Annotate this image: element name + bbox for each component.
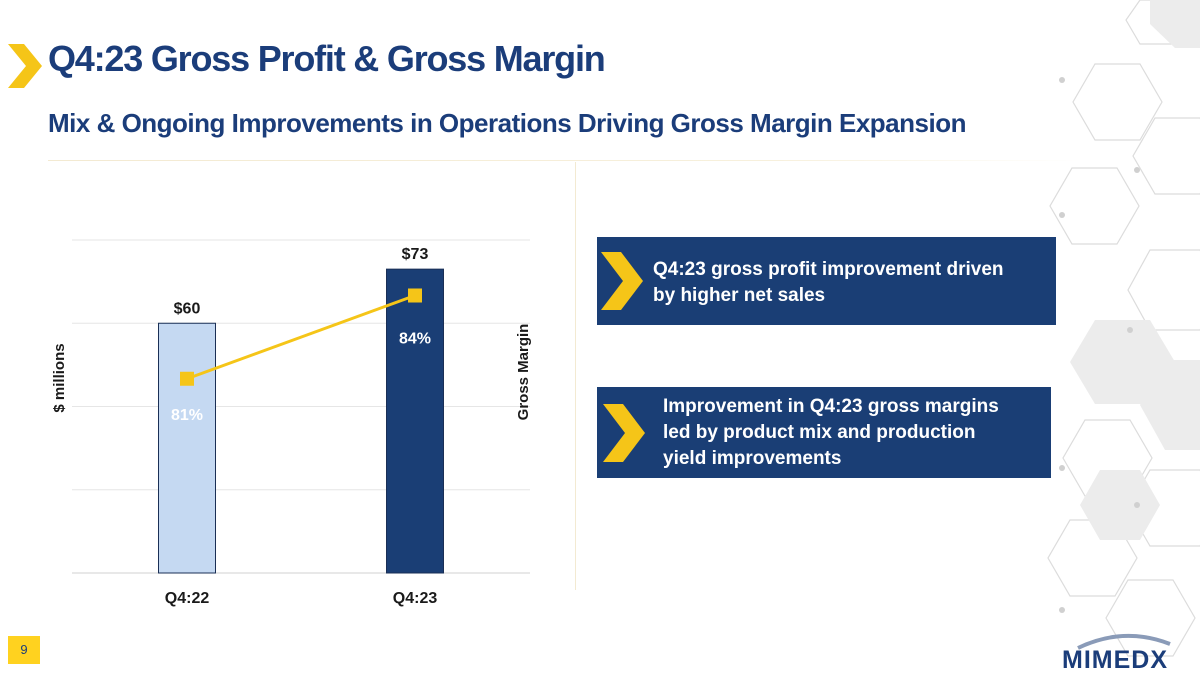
vertical-divider: [575, 162, 576, 590]
page-subtitle: Mix & Ongoing Improvements in Operations…: [48, 108, 966, 138]
callout-margin-line: yield improvements: [663, 448, 842, 469]
gross-profit-margin-chart: $60 Q4:22 $73 Q4:23 81% 84% $ millions Gross Ma…: [51, 239, 532, 607]
logo-arc-icon: [1077, 634, 1171, 650]
bar-q4-22: [158, 322, 216, 574]
page-number: 9: [8, 636, 40, 664]
logo-text: MIMEDX: [1062, 646, 1168, 674]
margin-value-label: 84%: [399, 331, 431, 348]
x-tick-label: Q4:22: [165, 590, 210, 607]
callout-profit-text: Q4:23 gross profit improvement driven by…: [653, 257, 1049, 309]
bar-value-label: $60: [174, 300, 201, 317]
callout-profit-line: by higher net sales: [653, 285, 826, 306]
x-tick-label: Q4:23: [393, 590, 438, 607]
callout-margin-line: led by product mix and production: [663, 422, 976, 443]
margin-value-label: 81%: [171, 407, 203, 424]
bar-value-label: $73: [402, 246, 429, 263]
chevron-right-icon: [603, 404, 645, 462]
y2-axis-title: Gross Margin: [515, 324, 532, 421]
callout-profit-line: Q4:23 gross profit improvement driven: [653, 259, 1004, 280]
horizontal-divider: [48, 160, 1080, 161]
margin-marker: [180, 371, 194, 386]
margin-line: [186, 294, 416, 381]
chart-labels: $60 Q4:22 $73 Q4:23 81% 84% $ millions Gross Ma…: [51, 246, 532, 607]
mimedx-logo: MIMEDX: [1062, 632, 1186, 674]
page-title: Q4:23 Gross Profit & Gross Margin: [48, 38, 606, 79]
callout-margin: Improvement in Q4:23 gross margins led b…: [597, 387, 1051, 478]
chevron-right-icon: [601, 252, 643, 310]
chart-bars: [158, 268, 444, 574]
callout-margin-line: Improvement in Q4:23 gross margins: [663, 396, 999, 417]
chart-gridlines: [72, 239, 530, 574]
bar-q4-23: [386, 268, 444, 574]
hexagon-background: [1047, 0, 1200, 657]
margin-marker: [408, 288, 422, 303]
callout-profit: Q4:23 gross profit improvement driven by…: [597, 237, 1056, 325]
y-axis-title: $ millions: [51, 343, 68, 412]
title-chevron-icon: [8, 44, 42, 88]
callout-margin-text: Improvement in Q4:23 gross margins led b…: [663, 394, 1047, 472]
chart-margin-line: [180, 288, 422, 386]
